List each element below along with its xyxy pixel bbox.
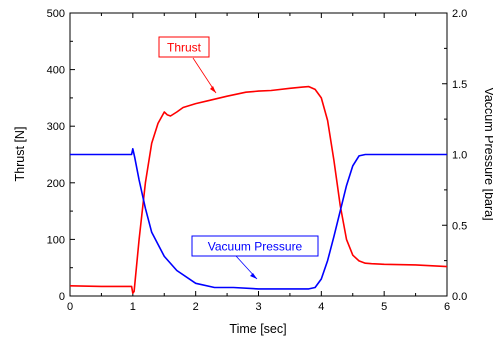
vacuum-annotation: Vacuum Pressure — [191, 235, 319, 280]
y-tick-label: 0 — [59, 291, 65, 303]
x-tick-label: 1 — [130, 301, 136, 313]
y-tick-label: 200 — [47, 178, 65, 190]
vacuum-annotation-label: Vacuum Pressure — [208, 240, 303, 254]
thrust-arrowhead — [210, 86, 216, 93]
y-tick-label: 300 — [47, 121, 65, 133]
thrust-annotation-label: Thrust — [167, 41, 202, 55]
x-tick-label: 6 — [444, 301, 450, 313]
x-tick-label: 4 — [318, 301, 324, 313]
series-group — [69, 85, 448, 295]
y2-tick-label: 1.5 — [452, 79, 467, 91]
y2-tick-label: 2.0 — [452, 8, 467, 20]
y-tick-label: 400 — [47, 65, 65, 77]
axis-ticks: 0 1 2 3 4 5 6 0 100 200 300 400 500 0.0 0.5 1.0 1.5 2.0 — [47, 8, 468, 313]
vacuum-annotation-box — [191, 235, 319, 257]
y-tick-label: 100 — [47, 234, 65, 246]
y2-tick-label: 0.0 — [452, 291, 467, 303]
x-tick-label: 3 — [255, 301, 261, 313]
y2-axis-title: Vaccum Pressure [bara] — [482, 87, 493, 220]
x-tick-label: 5 — [381, 301, 387, 313]
y2-tick-label: 1.0 — [452, 150, 467, 162]
vacuum-arrowhead — [250, 273, 257, 279]
vacuum-pressure-series-line — [70, 148, 447, 290]
thrust-annotation-box — [158, 36, 210, 58]
x-tick-label: 2 — [193, 301, 199, 313]
thrust-annotation: Thrust — [158, 36, 217, 94]
y2-tick-label: 0.5 — [452, 220, 467, 232]
y-tick-label: 500 — [47, 8, 65, 20]
x-axis-title: Time [sec] — [229, 322, 286, 336]
x-tick-label: 0 — [67, 301, 73, 313]
y-axis-title: Thrust [N] — [13, 127, 27, 182]
thrust-series-line — [69, 85, 448, 295]
